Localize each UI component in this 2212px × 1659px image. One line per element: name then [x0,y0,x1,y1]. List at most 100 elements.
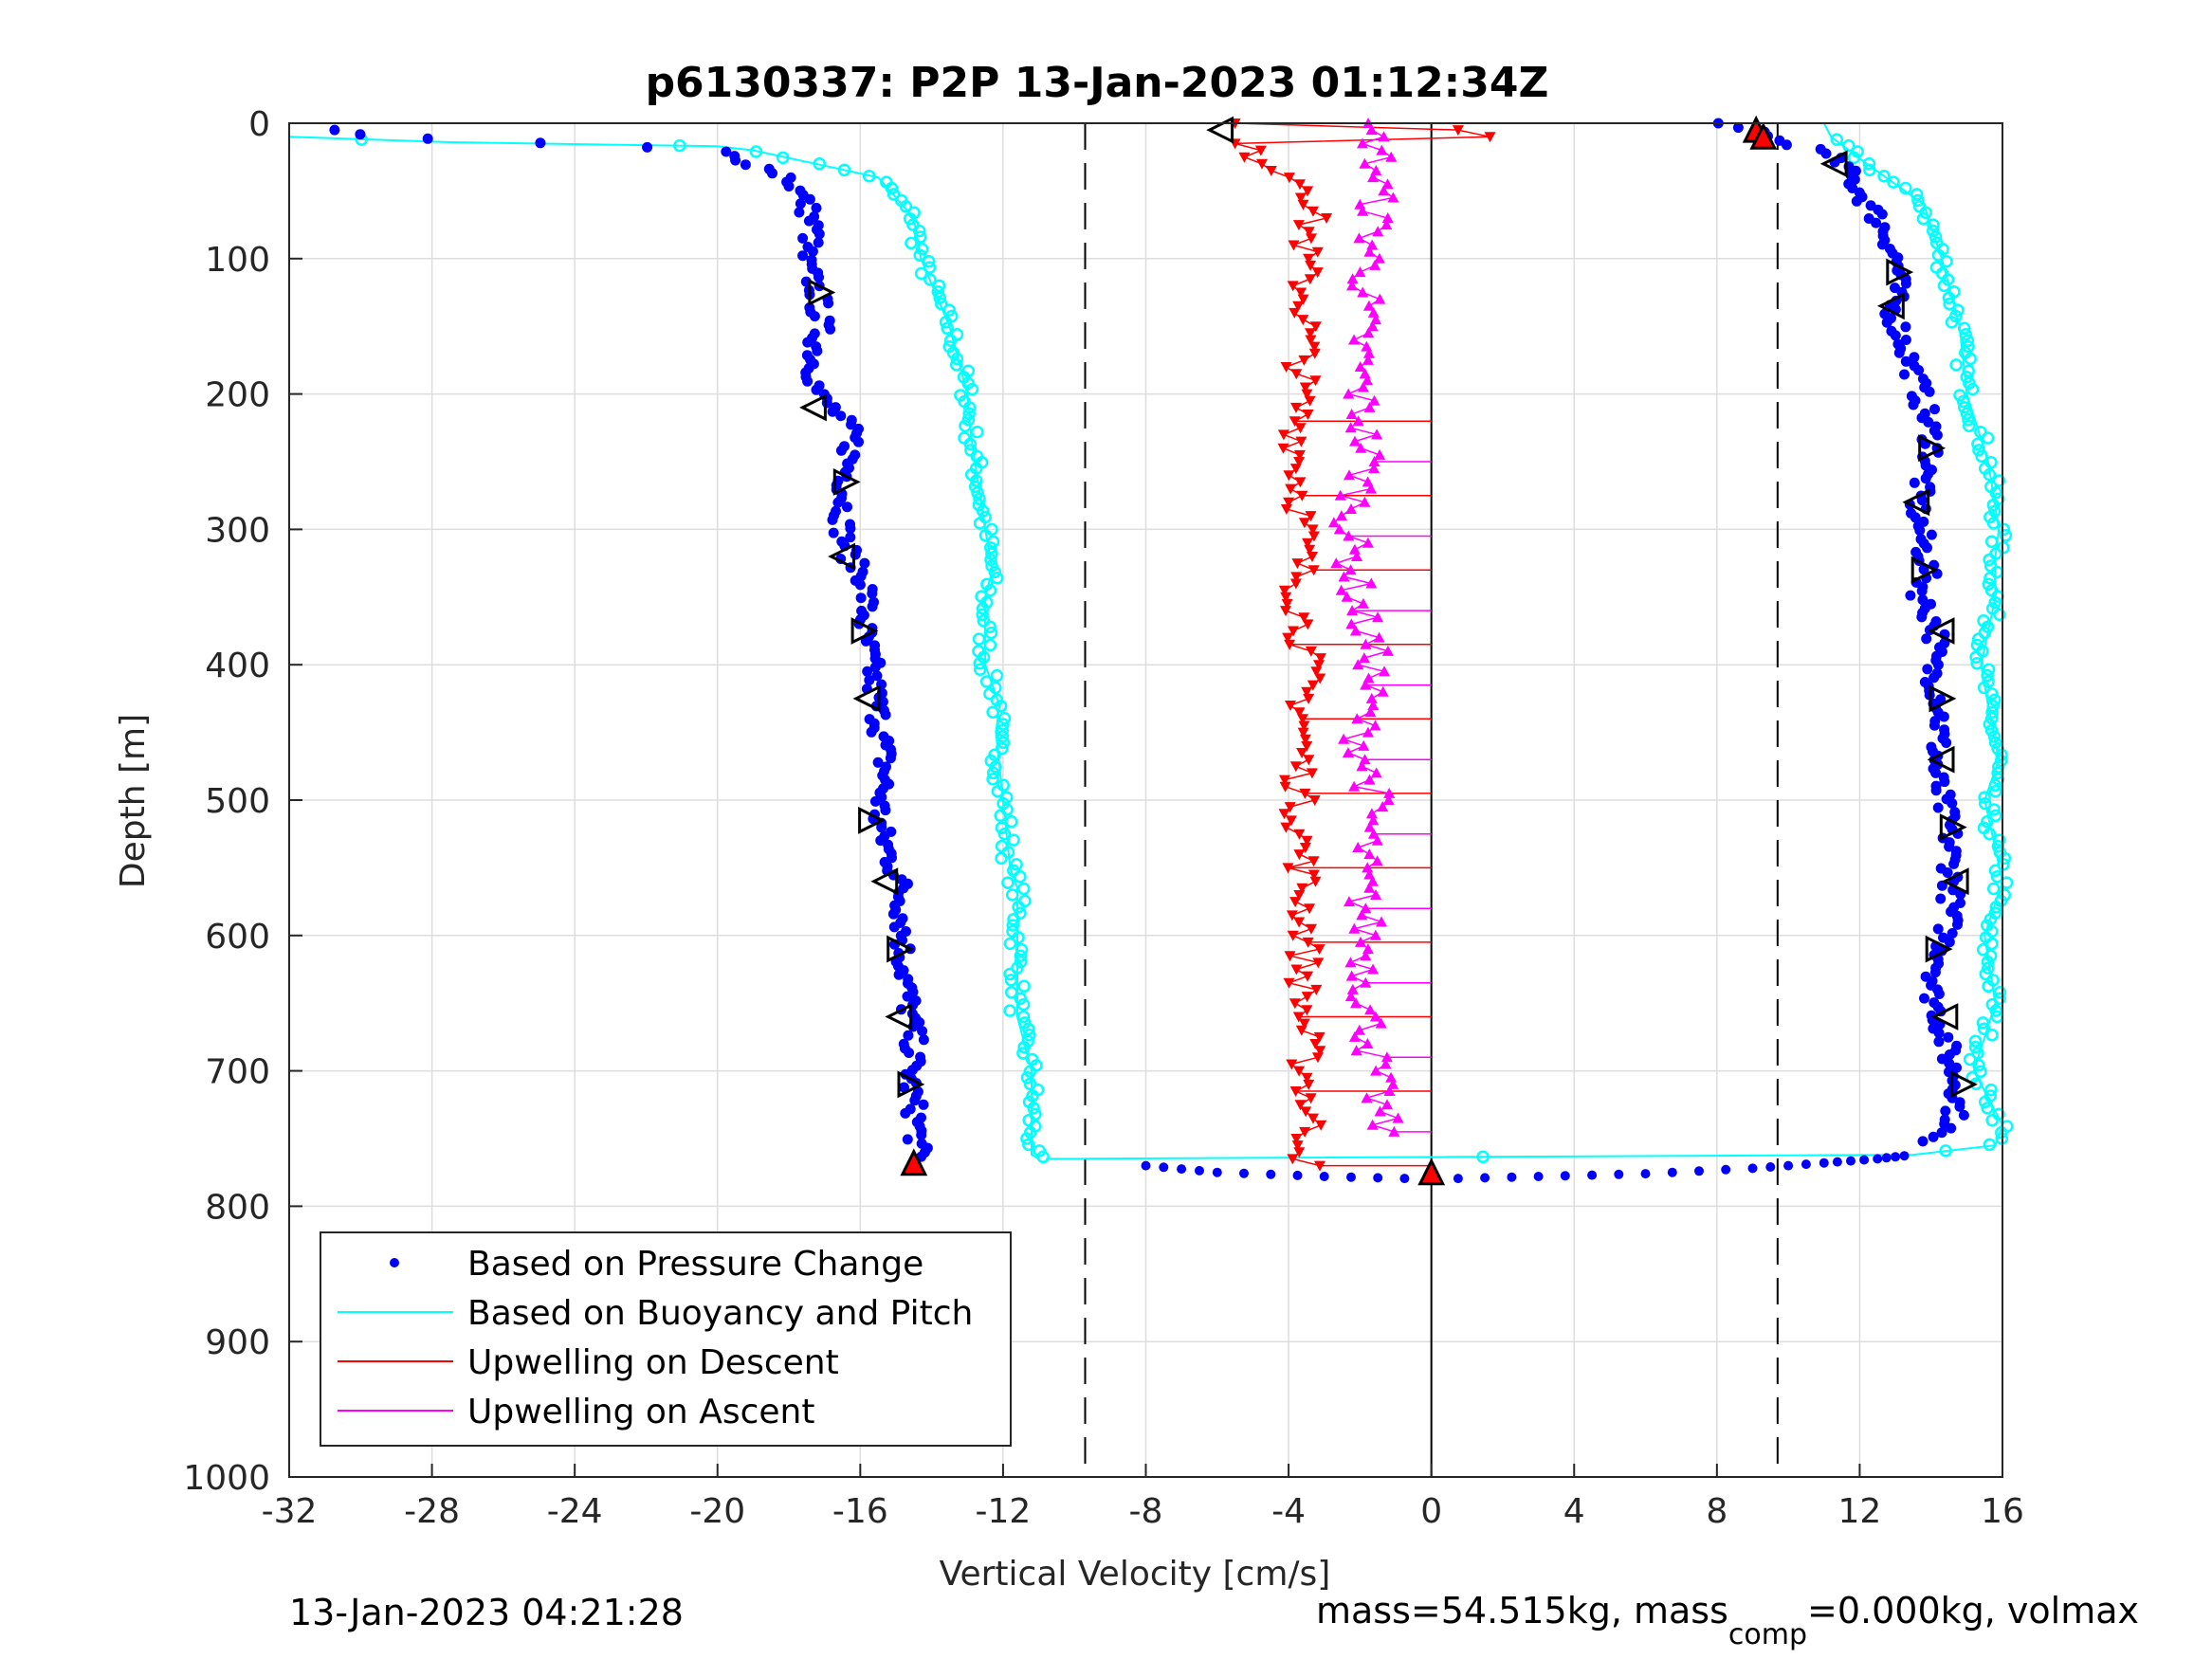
buoyancy-pitch-point [1958,401,1971,414]
buoyancy-pitch-point [1012,931,1025,944]
buoyancy-pitch-point [970,425,984,439]
buoyancy-pitch-point [1997,522,2011,537]
buoyancy-pitch-point [931,285,945,299]
pressure-change-point [1933,1036,1945,1048]
descent-marker [887,935,915,963]
pressure-change-point [899,1082,909,1093]
pressure-change-point [1952,919,1963,930]
buoyancy-pitch-point [976,504,990,518]
buoyancy-pitch-point [899,200,913,213]
buoyancy-pitch-point [1010,858,1023,871]
buoyancy-pitch-point [1005,815,1018,829]
pressure-change-point [535,137,546,149]
buoyancy-pitch-point [985,547,998,560]
x-tick-label: -8 [1129,1492,1163,1531]
pressure-change-point [811,202,822,213]
pressure-change-point [871,670,883,682]
buoyancy-pitch-point [1942,291,1956,304]
buoyancy-pitch-point [1985,937,1999,951]
pressure-change-point [1819,1158,1829,1168]
pressure-change-point [802,375,814,387]
ascent-marker [1927,617,1955,645]
ascent-marker [1939,813,1967,842]
pressure-change-point [1922,542,1932,554]
buoyancy-pitch-point [980,577,994,591]
buoyancy-pitch-point [1998,851,2012,866]
axes: -32 -28 -24 -20 -16 -12 -8 -4 0 4 8 12 16 0 100 200 300 4… [183,105,2024,1531]
buoyancy-pitch-point [1983,467,1997,482]
pressure-change-point [1832,1157,1842,1167]
buoyancy-pitch-point [1985,705,1999,719]
buoyancy-pitch-point [1862,157,1876,171]
pressure-change-point [1399,1174,1410,1184]
y-tick-label: 900 [205,1323,270,1362]
buoyancy-pitch-point [1981,955,1995,969]
pressure-change-point [1891,1152,1901,1162]
pressure-change-point [1916,495,1928,506]
pressure-change-point [797,232,809,244]
buoyancy-pitch-point [1020,1070,1034,1085]
footer-mass-info: mass=54.515kg, masscomp=0.000kg, volmax [1316,1590,2139,1651]
pressure-change-point [1890,330,1901,341]
buoyancy-pitch-point [983,620,996,633]
pressure-change-point [1881,1153,1892,1163]
pressure-change-point [842,501,852,513]
pressure-change-point [1846,1156,1856,1166]
buoyancy-pitch-point [986,705,999,719]
buoyancy-pitch-point [1978,1095,1992,1109]
pressure-change-point [1948,858,1960,869]
y-tick-label: 700 [205,1053,270,1092]
pressure-change-point [835,445,847,456]
pressure-change-point [827,514,838,525]
buoyancy-pitch-point [1983,949,1998,962]
buoyancy-pitch-point [1847,151,1861,165]
x-tick-label: 0 [1420,1492,1442,1531]
buoyancy-pitch-point [912,224,926,238]
pressure-change-point [1900,321,1911,333]
pressure-change-point [825,323,836,335]
buoyancy-pitch-point [1961,334,1975,347]
pressure-change-point [1932,659,1944,670]
pressure-change-point [918,1099,929,1110]
buoyancy-pitch-point [1023,1065,1037,1079]
buoyancy-pitch-point [996,723,1010,738]
buoyancy-pitch-point [1021,1022,1035,1036]
pressure-change-point [422,133,433,144]
pressure-change-point [1899,369,1910,380]
buoyancy-pitch-point [1992,474,2006,487]
legend-entry-label: Upwelling on Ascent [467,1393,814,1431]
buoyancy-pitch-point [1988,595,2002,610]
buoyancy-pitch-point [1978,791,1991,804]
buoyancy-pitch-point [1014,949,1028,962]
buoyancy-pitch-point [971,486,984,500]
buoyancy-pitch-point [1003,967,1016,981]
pressure-change-point [827,406,838,417]
buoyancy-pitch-point [1910,188,1924,201]
pressure-change-point [1920,473,1931,484]
buoyancy-pitch-point [1962,339,1975,354]
pressure-change-point [1921,633,1932,645]
x-tick-label: -32 [262,1492,318,1531]
pressure-change-point [1936,1127,1947,1139]
buoyancy-pitch-point [1830,133,1844,146]
pressure-change-point [1939,776,1950,788]
pressure-change-point [1947,928,1958,939]
buoyancy-pitch-point [1971,1047,1984,1060]
buoyancy-pitch-point [1020,1132,1033,1145]
pressure-change-point [1932,923,1944,935]
pressure-change-point [1916,586,1928,596]
buoyancy-pitch-point [1982,961,1995,975]
pressure-change-point [845,523,856,534]
pressure-change-point [1919,993,1929,1004]
pressure-change-point [795,198,806,210]
upwelling-descent-line [1234,122,1490,1167]
pressure-change-point [850,549,861,560]
pressure-change-point [1694,1166,1704,1176]
pressure-change-point [867,588,878,599]
buoyancy-pitch-point [1016,1010,1031,1024]
buoyancy-pitch-point [973,657,986,670]
pressure-change-point [1801,1159,1811,1170]
pressure-change-point [1141,1160,1151,1171]
buoyancy-pitch-point [1970,657,1983,670]
pressure-change-point [329,124,340,136]
